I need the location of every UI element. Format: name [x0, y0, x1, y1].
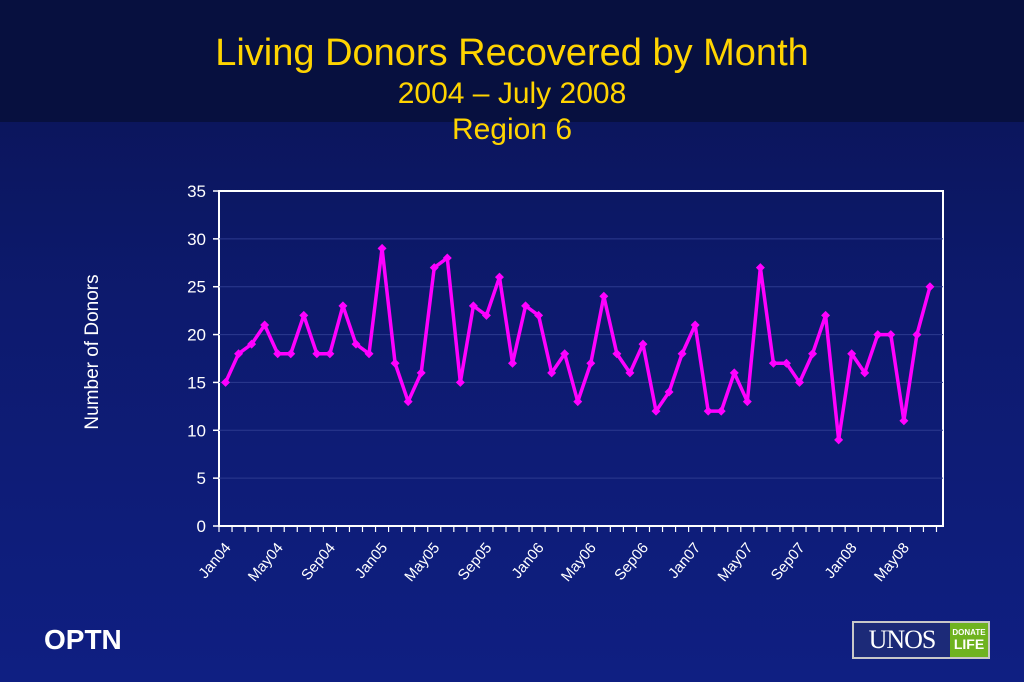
- y-tick-label: 35: [187, 182, 206, 201]
- title-block: Living Donors Recovered by Month 2004 – …: [0, 30, 1024, 148]
- data-point: [260, 320, 270, 330]
- data-point: [534, 310, 544, 320]
- x-tick-label: May04: [245, 540, 287, 585]
- series-line: [223, 246, 932, 442]
- x-tick-label: Jan04: [195, 540, 234, 582]
- data-point: [925, 282, 935, 292]
- x-tick-label: Sep07: [768, 540, 809, 584]
- data-point: [808, 349, 818, 359]
- data-point: [221, 377, 231, 387]
- data-point: [664, 387, 674, 397]
- header-band: [0, 0, 1024, 122]
- y-tick-label: 5: [197, 469, 206, 488]
- data-point: [442, 253, 452, 263]
- data-point: [325, 349, 335, 359]
- data-point: [847, 349, 857, 359]
- unos-logo-text: UNOS: [868, 625, 937, 654]
- data-point: [377, 243, 387, 253]
- data-point: [729, 368, 739, 378]
- x-tick-label: May06: [558, 540, 600, 585]
- x-tick-label: Jan06: [508, 540, 547, 582]
- data-point: [703, 406, 713, 416]
- x-tick-label: Jan07: [665, 540, 704, 582]
- data-point: [716, 406, 726, 416]
- data-point: [795, 377, 805, 387]
- data-point: [299, 310, 309, 320]
- x-tick-label: Jan08: [821, 540, 860, 582]
- data-point: [481, 310, 491, 320]
- x-tick-label: Sep06: [611, 540, 652, 584]
- data-point: [860, 368, 870, 378]
- data-point: [690, 320, 700, 330]
- data-point: [742, 397, 752, 407]
- data-point: [403, 397, 413, 407]
- x-tick-label: May05: [401, 540, 443, 585]
- data-point: [273, 349, 283, 359]
- y-tick-label: 25: [187, 278, 206, 297]
- y-tick-label: 20: [187, 326, 206, 345]
- data-point: [821, 310, 831, 320]
- x-tick-label: Sep05: [455, 540, 496, 584]
- x-tick-label: Jan05: [352, 540, 391, 582]
- plot-area: [218, 190, 944, 527]
- donate-life-badge: DONATE LIFE: [950, 623, 988, 657]
- data-point: [351, 339, 361, 349]
- unos-donate-life-logo: UNOS DONATE LIFE: [852, 621, 990, 659]
- data-point: [312, 349, 322, 359]
- data-point: [560, 349, 570, 359]
- optn-label: OPTN: [44, 624, 122, 655]
- data-point: [234, 349, 244, 359]
- data-point: [390, 358, 400, 368]
- chart-subtitle-region: Region 6: [451, 113, 573, 146]
- data-point: [247, 339, 257, 349]
- data-point: [768, 358, 778, 368]
- data-point: [429, 263, 439, 273]
- data-point: [599, 291, 609, 301]
- data-point: [455, 377, 465, 387]
- donate-life-badge-line1: DONATE: [952, 628, 986, 637]
- data-point: [638, 339, 648, 349]
- data-point: [468, 301, 478, 311]
- x-tick-label: May08: [871, 540, 913, 585]
- donate-life-badge-line2: LIFE: [953, 636, 985, 652]
- x-tick-label: Sep04: [298, 540, 339, 584]
- data-point: [651, 406, 661, 416]
- data-point: [364, 349, 374, 359]
- data-point: [886, 330, 896, 340]
- data-point: [781, 358, 791, 368]
- data-point: [494, 272, 504, 282]
- y-tick-label: 10: [187, 421, 206, 440]
- data-point: [416, 368, 426, 378]
- y-tick-label: 30: [187, 230, 206, 249]
- x-tick-label: May07: [714, 540, 756, 585]
- chart-subtitle-date-range: 2004 – July 2008: [397, 77, 627, 110]
- data-point: [338, 301, 348, 311]
- chart-title: Living Donors Recovered by Month: [215, 32, 809, 74]
- data-point: [521, 301, 531, 311]
- data-point: [834, 435, 844, 445]
- y-tick-label: 15: [187, 373, 206, 392]
- data-point: [586, 358, 596, 368]
- data-point: [286, 349, 296, 359]
- data-point: [677, 349, 687, 359]
- data-point: [912, 330, 922, 340]
- data-point: [625, 368, 635, 378]
- data-point: [573, 397, 583, 407]
- data-point: [899, 416, 909, 426]
- data-point: [755, 263, 765, 273]
- data-point: [873, 330, 883, 340]
- data-point: [612, 349, 622, 359]
- y-tick-label: 0: [197, 517, 206, 536]
- data-point: [508, 358, 518, 368]
- data-point: [547, 368, 557, 378]
